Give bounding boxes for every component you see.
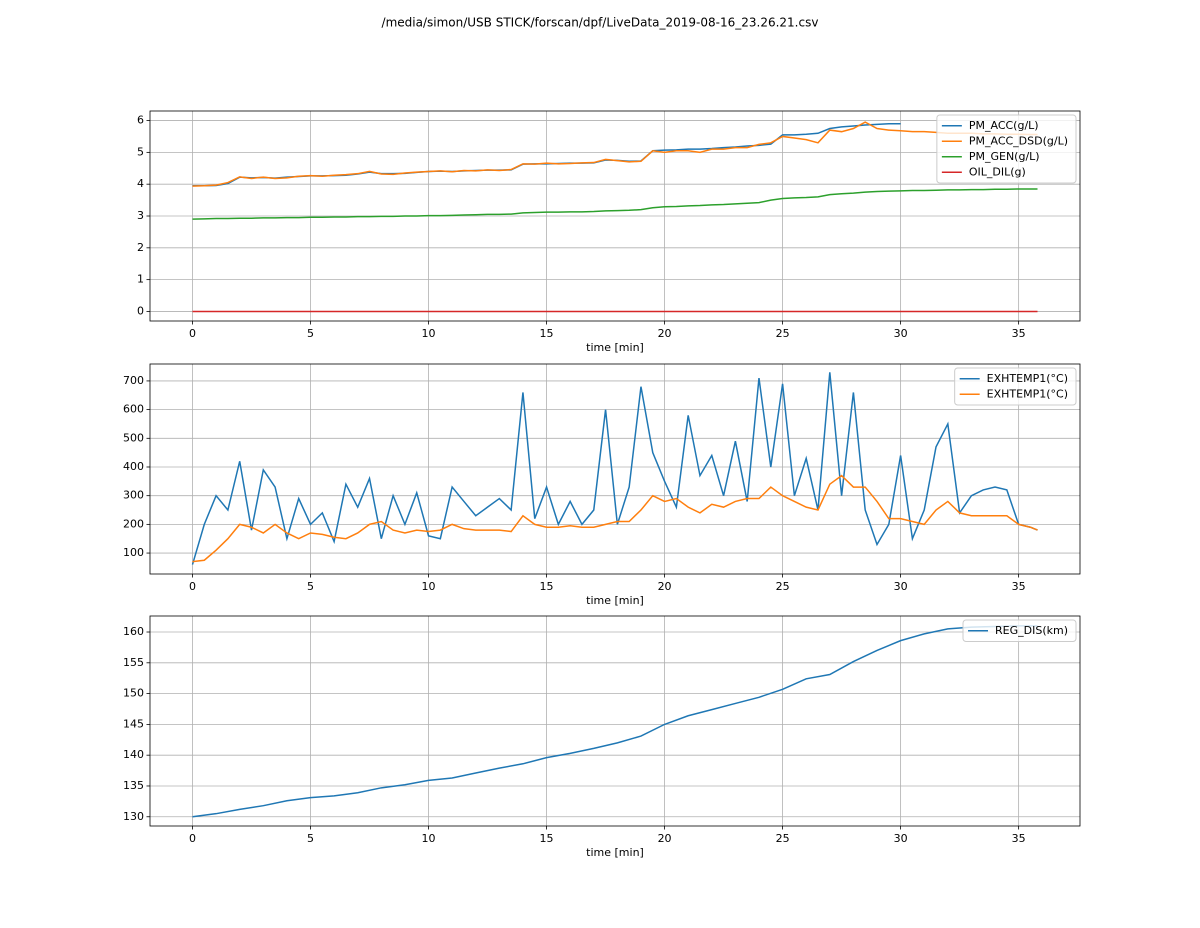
x-tick-label: 0	[189, 832, 196, 845]
y-tick-label: 400	[123, 460, 144, 473]
y-tick-label: 140	[123, 748, 144, 761]
x-tick-label: 5	[307, 580, 314, 593]
x-tick-label: 15	[540, 580, 554, 593]
y-tick-label: 4	[137, 177, 144, 190]
legend-label: PM_ACC_DSD(g/L)	[969, 134, 1068, 147]
series-line	[192, 188, 1038, 220]
legend-box	[954, 367, 1077, 406]
x-tick-label: 20	[658, 832, 672, 845]
y-tick-label: 700	[123, 374, 144, 387]
legend-label: PM_GEN(g/L)	[969, 150, 1040, 163]
y-tick-label: 600	[123, 403, 144, 416]
y-tick-label: 300	[123, 489, 144, 502]
y-tick-label: 135	[123, 779, 144, 792]
legend-box	[936, 114, 1077, 184]
axes-frame	[149, 110, 1081, 322]
x-tick-label: 5	[307, 327, 314, 340]
y-tick-label: 200	[123, 517, 144, 530]
y-tick-label: 0	[137, 304, 144, 317]
x-tick-label: 25	[776, 832, 790, 845]
legend: PM_ACC(g/L) PM_ACC_DSD(g/L) PM_GEN(g/L) OIL…	[936, 114, 1077, 184]
legend-label: EXHTEMP1(°C)	[987, 372, 1068, 385]
x-tick-label: 25	[776, 580, 790, 593]
x-tick-label: 0	[189, 327, 196, 340]
series-line	[192, 474, 1038, 563]
x-tick-label: 30	[894, 327, 908, 340]
x-tick-label: 35	[1012, 327, 1026, 340]
x-tick-label: 20	[658, 327, 672, 340]
x-tick-label: 35	[1012, 832, 1026, 845]
y-tick-label: 160	[123, 625, 144, 638]
x-axis-label: time [min]	[586, 594, 644, 607]
y-tick-label: 500	[123, 431, 144, 444]
y-tick-label: 100	[123, 546, 144, 559]
legend-label: PM_ACC(g/L)	[969, 119, 1039, 132]
x-tick-label: 10	[422, 327, 436, 340]
x-tick-label: 5	[307, 832, 314, 845]
axes-frame	[149, 363, 1081, 575]
y-tick-label: 5	[137, 145, 144, 158]
x-tick-label: 30	[894, 580, 908, 593]
x-tick-label: 30	[894, 832, 908, 845]
y-tick-label: 3	[137, 209, 144, 222]
x-tick-label: 10	[422, 832, 436, 845]
x-tick-label: 15	[540, 327, 554, 340]
figure-title: /media/simon/USB STICK/forscan/dpf/LiveD…	[382, 16, 819, 30]
y-tick-label: 1	[137, 273, 144, 286]
x-tick-label: 15	[540, 832, 554, 845]
y-tick-label: 2	[137, 241, 144, 254]
x-tick-label: 10	[422, 580, 436, 593]
legend: REG_DIS(km)	[962, 619, 1077, 642]
x-axis-label: time [min]	[586, 846, 644, 859]
x-tick-label: 20	[658, 580, 672, 593]
series-line	[191, 372, 1038, 565]
legend-label: EXHTEMP1(°C)	[987, 387, 1068, 400]
series-line	[192, 121, 1038, 187]
y-tick-label: 150	[123, 687, 144, 700]
x-tick-label: 0	[189, 580, 196, 593]
y-tick-label: 145	[123, 717, 144, 730]
x-tick-label: 35	[1012, 580, 1026, 593]
y-tick-label: 155	[123, 656, 144, 669]
y-tick-label: 6	[137, 114, 144, 127]
x-tick-label: 25	[776, 327, 790, 340]
legend-label: OIL_DIL(g)	[969, 165, 1026, 178]
legend: EXHTEMP1(°C) EXHTEMP1(°C)	[954, 367, 1077, 406]
x-axis-label: time [min]	[586, 341, 644, 354]
y-tick-label: 130	[123, 810, 144, 823]
legend-label: REG_DIS(km)	[995, 624, 1068, 637]
series-line	[192, 625, 1038, 818]
legend-box	[962, 619, 1077, 642]
axes-frame	[149, 615, 1081, 827]
